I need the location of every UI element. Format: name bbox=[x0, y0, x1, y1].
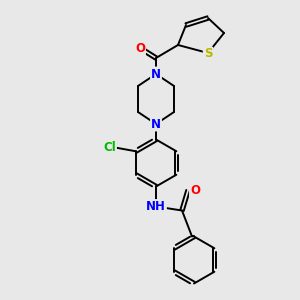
Text: N: N bbox=[151, 68, 161, 80]
Text: S: S bbox=[204, 47, 212, 61]
Text: NH: NH bbox=[146, 200, 166, 213]
Text: O: O bbox=[190, 184, 200, 197]
Text: O: O bbox=[135, 41, 145, 55]
Text: N: N bbox=[151, 118, 161, 130]
Text: Cl: Cl bbox=[103, 141, 116, 154]
